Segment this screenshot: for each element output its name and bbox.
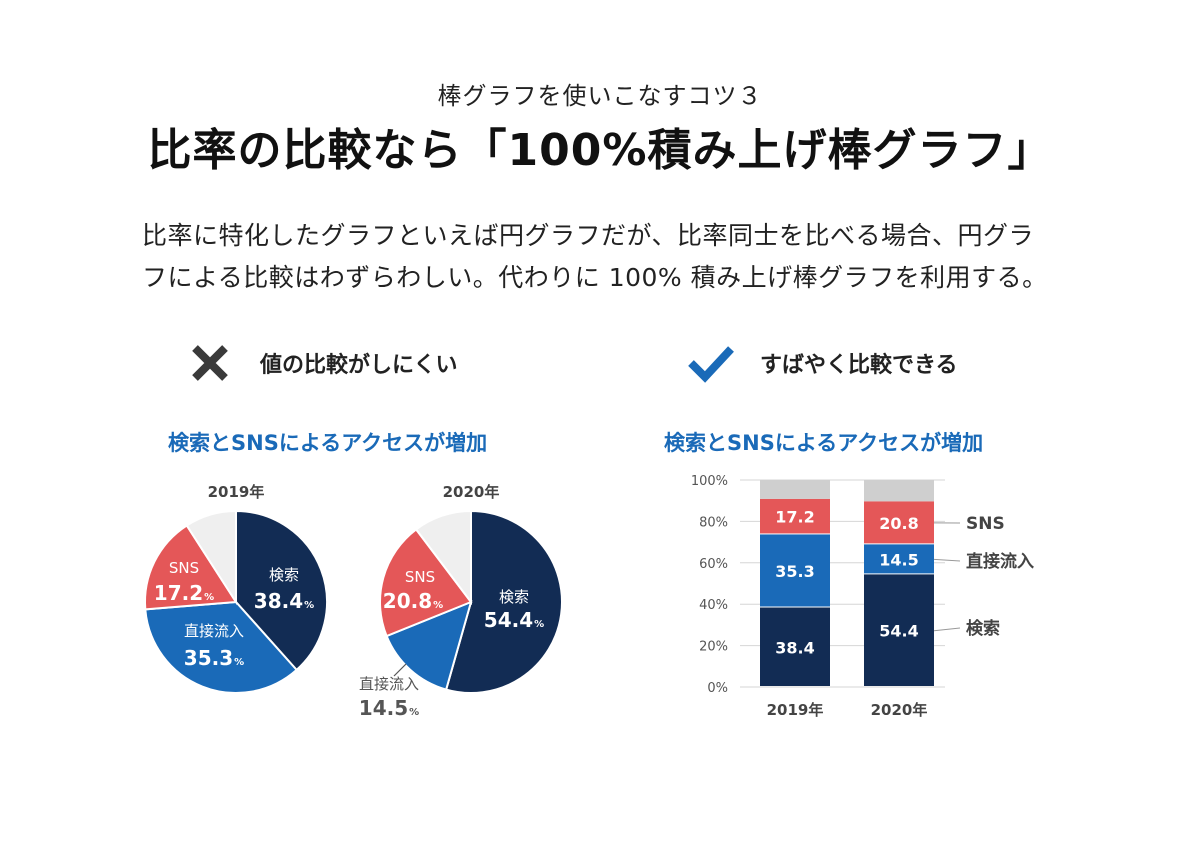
pie-slice-name: SNS — [169, 559, 199, 577]
pie-slice-value: 38.4% — [254, 589, 314, 613]
pie-slice-name: 検索 — [499, 588, 529, 606]
pie-slice-name: 直接流入 — [359, 675, 419, 693]
y-tick-label: 100% — [691, 474, 728, 489]
page-title: 比率の比較なら「100%積み上げ棒グラフ」 — [147, 125, 1053, 176]
bar-data-label: 14.5 — [879, 550, 918, 569]
bad-verdict-label: 値の比較がしにくい — [260, 353, 458, 378]
pie-slice-value: 17.2% — [154, 581, 214, 605]
legend-label: SNS — [966, 514, 1005, 534]
slice-search — [235, 509, 328, 672]
pie-slice-name: SNS — [405, 568, 435, 586]
y-tick-label: 20% — [699, 640, 728, 655]
bar-segment-search — [864, 574, 934, 686]
description-line-1: 比率に特化したグラフといえば円グラフだが、比率同士を比べる場合、円グラ — [142, 221, 1035, 250]
bar-segment-direct — [760, 534, 830, 607]
slice-other — [185, 509, 237, 606]
bar-segment-sns — [864, 501, 934, 544]
bar-segment-direct — [864, 544, 934, 574]
pie-year-label: 2019年 — [208, 483, 265, 501]
legend-label: 検索 — [966, 618, 1000, 639]
bar-segment-sns — [760, 498, 830, 534]
y-tick-label: 0% — [707, 681, 728, 696]
pie-slice-value: 35.3% — [184, 646, 244, 670]
pie-slice-value: 14.5% — [359, 696, 419, 720]
pie-callout-line — [393, 663, 407, 677]
good-verdict-label: すばやく比較できる — [760, 353, 958, 378]
pie-chart-title: 検索とSNSによるアクセスが増加 — [168, 431, 488, 455]
page-subtitle: 棒グラフを使いこなすコツ３ — [437, 82, 763, 110]
x-tick-label: 2019年 — [767, 701, 824, 719]
pie-year-label: 2020年 — [443, 483, 500, 501]
check-icon — [688, 346, 734, 383]
slice-sns — [379, 527, 473, 638]
y-tick-label: 80% — [699, 515, 728, 530]
pie-slice-name: 直接流入 — [184, 622, 244, 640]
y-tick-label: 40% — [699, 598, 728, 613]
slice-direct — [385, 600, 473, 691]
bar-data-label: 20.8 — [879, 514, 918, 533]
pie-slice-value: 54.4% — [484, 608, 544, 632]
y-tick-label: 60% — [699, 557, 728, 572]
bar-data-label: 35.3 — [775, 562, 814, 581]
bar-data-label: 38.4 — [775, 638, 814, 657]
stacked-bar-chart: 0% 20% 40% 60% 80% 100% 38.4 35.3 17.2 2019年 54.4 1… — [691, 474, 1034, 719]
slice-other — [414, 509, 472, 605]
legend-connector — [933, 627, 961, 632]
legend-connector — [933, 558, 961, 562]
pie-slice-value: 20.8% — [383, 589, 443, 613]
bar-segment-search — [760, 607, 830, 686]
description-line-2: フによる比較はわずらわしい。代わりに 100% 積み上げ棒グラフを利用する。 — [142, 263, 1048, 292]
cross-icon — [192, 345, 228, 381]
slice-direct — [144, 600, 299, 694]
pie-slice-name: 検索 — [269, 566, 299, 584]
x-tick-label: 2020年 — [871, 701, 928, 719]
bar-segment-other — [760, 480, 830, 499]
bar-chart-title: 検索とSNSによるアクセスが増加 — [664, 431, 984, 455]
slice-sns — [144, 524, 238, 611]
slice-search — [444, 509, 563, 694]
bar-data-label: 54.4 — [879, 622, 918, 641]
bar-segment-other — [864, 480, 934, 502]
bar-data-label: 17.2 — [775, 508, 814, 527]
legend-label: 直接流入 — [966, 551, 1034, 572]
